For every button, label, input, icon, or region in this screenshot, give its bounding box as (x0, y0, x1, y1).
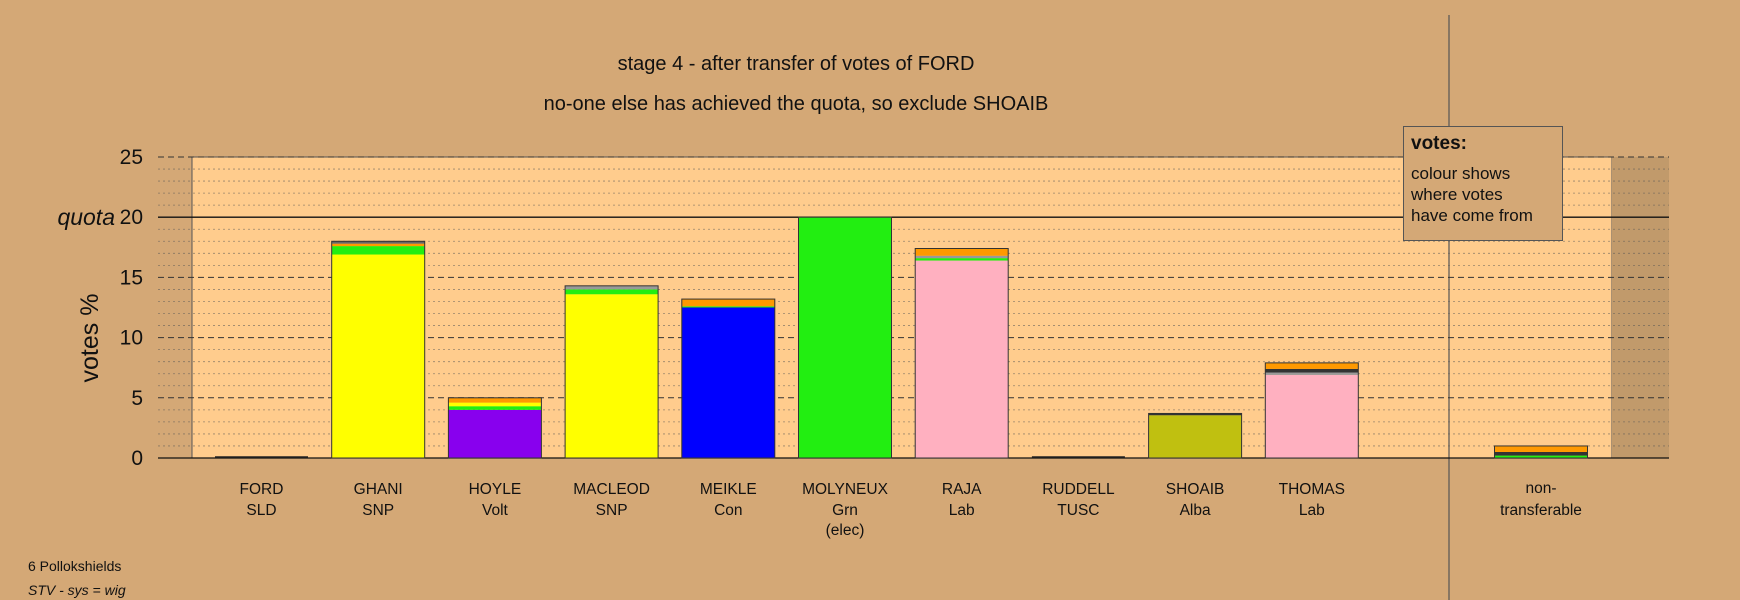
bar-outline (798, 216, 892, 459)
x-label-name: HOYLE (469, 481, 522, 498)
bar-segment (1265, 372, 1359, 375)
bar-segment (681, 306, 775, 308)
bar-outline (331, 240, 426, 459)
bar-segment (1265, 374, 1359, 458)
plot-area (191, 156, 1613, 459)
bar-stack (914, 248, 1009, 459)
bar-outline (447, 397, 542, 459)
y-tick-label: 5 (131, 387, 143, 410)
bar-segment (1494, 445, 1588, 452)
quota-label: quota (57, 204, 115, 230)
chart-title: stage 4 - after transfer of votes of FOR… (617, 53, 975, 75)
bar-stack (564, 285, 659, 459)
bar-stack (447, 397, 542, 459)
x-label-party: TUSC (1057, 502, 1099, 519)
bar-segment (915, 248, 1009, 256)
chart-subtitle: no-one else has achieved the quota, so e… (543, 93, 1049, 115)
bar-segment (448, 397, 542, 403)
x-label-party: Volt (482, 502, 509, 519)
y-tick-label: 15 (120, 266, 143, 289)
x-label-name: FORD (240, 481, 284, 498)
x-label-party: Grn (832, 502, 858, 519)
bar-stack (331, 240, 426, 459)
bar-outline (1148, 412, 1243, 459)
bar-segment (798, 217, 892, 458)
x-label-party: Con (714, 502, 742, 519)
bar-segment (565, 289, 659, 295)
right-band (1612, 157, 1669, 458)
x-label-name: MOLYNEUX (802, 481, 889, 498)
bar-segment (565, 294, 659, 458)
bar-segment (915, 260, 1009, 458)
bar-segment (331, 254, 425, 458)
legend-line-2: where votes (1411, 185, 1503, 204)
y-axis-label: votes % (76, 294, 104, 383)
legend-line-3: have come from (1411, 206, 1533, 225)
bar-segment (331, 243, 425, 247)
bar-segment (915, 258, 1009, 261)
bar-outline (564, 285, 659, 459)
x-label-extra-2: transferable (1500, 502, 1582, 519)
bar-outline (1494, 445, 1588, 459)
y-tick-label: 10 (120, 327, 143, 350)
x-label-party: SLD (246, 502, 276, 519)
x-label-name: GHANI (354, 481, 403, 498)
x-label-extra-1: non- (1525, 480, 1556, 497)
x-label-party: Alba (1180, 502, 1211, 519)
x-label-name: THOMAS (1279, 481, 1345, 498)
bar-segment (1265, 362, 1359, 369)
bar-outline (914, 248, 1009, 459)
bar-segment (1494, 451, 1588, 456)
x-label-name: SHOAIB (1166, 481, 1225, 498)
bar-segment (915, 255, 1009, 259)
bar-segment (681, 299, 775, 307)
bar-segment (331, 241, 425, 244)
bar-segment (681, 307, 775, 458)
bar-stack (681, 298, 776, 459)
footer-system: STV - sys = wig (28, 582, 126, 598)
bar-segment (1494, 455, 1588, 458)
bar-segment (448, 406, 542, 410)
bar-stack (1148, 412, 1243, 459)
footer-ward: 6 Pollokshields (28, 558, 122, 574)
bar-segment (1148, 413, 1242, 416)
x-label-name: RUDDELL (1042, 481, 1115, 498)
bar-outline (681, 298, 776, 459)
legend-line-1: colour shows (1411, 164, 1511, 183)
x-label-name: RAJA (942, 481, 982, 498)
bar-stack (798, 216, 892, 459)
bar-segment (448, 409, 542, 458)
bar-stack (1264, 362, 1359, 459)
bar-segment (331, 246, 425, 255)
bar-outline (1264, 362, 1359, 459)
x-label-party: Lab (1299, 502, 1325, 519)
x-label-party: Lab (949, 502, 975, 519)
x-label-party: SNP (596, 502, 628, 519)
y-tick-label: 0 (131, 447, 143, 470)
y-tick-label: 20 (120, 206, 143, 229)
x-label-name: MEIKLE (700, 481, 757, 498)
legend-box: votes: colour shows where votes have com… (1403, 126, 1563, 241)
legend-title: votes: (1411, 133, 1467, 154)
bar-segment (1265, 368, 1359, 373)
x-label-note: (elec) (826, 522, 865, 539)
x-label-name: MACLEOD (573, 481, 650, 498)
bar-segment (565, 285, 659, 290)
x-label-party: SNP (362, 502, 394, 519)
bar-segment (448, 402, 542, 407)
bar-segment (1148, 415, 1242, 458)
y-tick-label: 25 (120, 146, 143, 169)
bar-stack (1494, 445, 1588, 459)
